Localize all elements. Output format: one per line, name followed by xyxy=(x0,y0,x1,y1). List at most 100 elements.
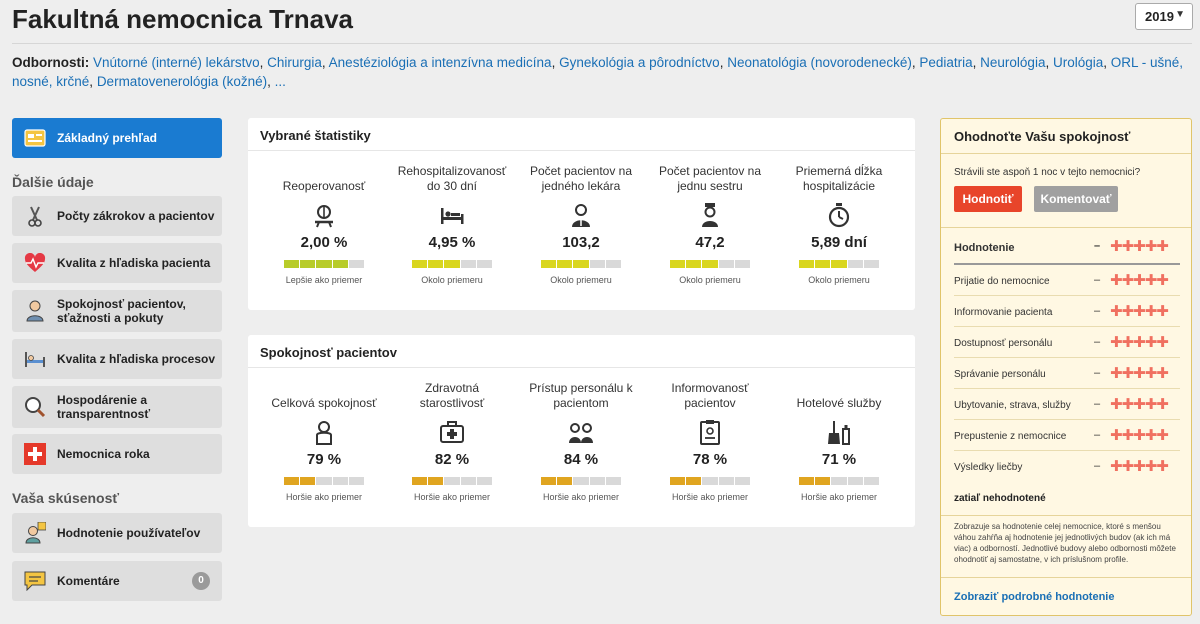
progress-segment xyxy=(686,260,702,268)
rating-dash: – xyxy=(1094,429,1101,441)
rating-dash: – xyxy=(1094,305,1101,317)
page-title: Fakultná nemocnica Trnava xyxy=(12,4,354,34)
progress-segment xyxy=(573,260,589,268)
progress-segment xyxy=(799,477,815,485)
progress-segment xyxy=(589,260,605,268)
progress-segment xyxy=(428,477,444,485)
stat-compare: Lepšie ako priemer xyxy=(285,275,363,285)
progress-segment xyxy=(734,260,751,268)
rating-dash: – xyxy=(1094,398,1101,410)
magnifier-icon xyxy=(24,396,46,418)
stat-compare: Horšie ako priemer xyxy=(542,492,620,502)
stat-value: 4,95 % xyxy=(428,234,476,251)
sidebar-item-economy[interactable]: Hospodárenie a transparentnosť xyxy=(12,386,222,428)
rating-crosses: ✚✚✚✚✚ xyxy=(1110,334,1169,351)
section-more-data: Ďalšie údaje xyxy=(12,174,94,190)
sidebar-item-user-ratings[interactable]: Hodnotenie používateľov xyxy=(12,513,222,553)
specialty-link[interactable]: Vnútorné (interné) lekárstvo xyxy=(93,55,260,70)
specialty-link[interactable]: Pediatria xyxy=(919,55,973,70)
progress-segment xyxy=(460,477,476,485)
progress-segment xyxy=(589,477,605,485)
rating-note: Zobrazuje sa hodnotenie celej nemocnice,… xyxy=(954,522,1176,564)
sidebar-item-label: Kvalita z hľadiska pacienta xyxy=(57,256,211,270)
progress-segment xyxy=(863,477,880,485)
rate-button[interactable]: Hodnotiť xyxy=(954,186,1022,212)
rating-row: Výsledky liečby – ✚✚✚✚✚ xyxy=(954,451,1180,482)
specialty-link[interactable]: Anestéziológia a intenzívna medicína xyxy=(328,55,552,70)
stat-compare: Horšie ako priemer xyxy=(800,492,878,502)
specialties-more-link[interactable]: ... xyxy=(274,74,286,89)
specialty-link[interactable]: Gynekológia a pôrodníctvo xyxy=(559,55,720,70)
sidebar-item-process-quality[interactable]: Kvalita z hľadiska procesov xyxy=(12,339,222,379)
progress-segment xyxy=(476,260,493,268)
progress-segment xyxy=(428,260,444,268)
sidebar-item-overview[interactable]: Základný prehľad xyxy=(12,118,222,158)
red-cross-icon xyxy=(24,443,46,465)
stat-compare: Horšie ako priemer xyxy=(285,492,363,502)
stat-compare: Horšie ako priemer xyxy=(413,492,491,502)
user-star-icon xyxy=(24,522,46,544)
rating-header-row: Hodnotenie – ✚✚✚✚✚ xyxy=(954,231,1180,265)
year-select[interactable]: 2019 ▼ xyxy=(1135,3,1193,30)
rating-not-yet: zatiaľ nehodnotené xyxy=(954,493,1046,504)
specialty-link[interactable]: Chirurgia xyxy=(267,55,322,70)
stat-hospitalization-length: Priemerná dĺžka hospitalizácie 5,89 dní … xyxy=(785,162,893,285)
progress-segment xyxy=(799,260,815,268)
sidebar-item-comments[interactable]: Komentáre 0 xyxy=(12,561,222,601)
specialties-label: Odbornosti: xyxy=(12,55,90,70)
progress-segment xyxy=(847,477,863,485)
rating-crosses: ✚✚✚✚✚ xyxy=(1110,365,1169,382)
sidebar-item-satisfaction[interactable]: Spokojnosť pacientov, sťažnosti a pokuty xyxy=(12,290,222,332)
sidebar-item-label: Počty zákrokov a pacientov xyxy=(57,209,215,223)
progress-segment xyxy=(573,477,589,485)
sidebar-item-patient-quality[interactable]: Kvalita z hľadiska pacienta xyxy=(12,243,222,283)
specialty-link[interactable]: Urológia xyxy=(1052,55,1104,70)
stat-reoperation: Reoperovanosť 2,00 % Lepšie ako priemer xyxy=(270,162,378,285)
specialty-link[interactable]: Dermatovenerológia (kožné) xyxy=(96,74,268,89)
specialty-link[interactable]: ORL - ušné, nosné, krčné xyxy=(12,55,1184,89)
stat-patients-per-doctor: Počet pacientov na jedného lekára 103,2 … xyxy=(527,162,635,285)
card-divider xyxy=(248,367,915,368)
stat-label: Hotelové služby xyxy=(796,396,882,410)
comment-icon xyxy=(24,570,46,592)
comment-button[interactable]: Komentovať xyxy=(1034,186,1118,212)
progress-segment xyxy=(831,260,847,268)
stat-value: 79 % xyxy=(306,451,342,468)
progress-segment xyxy=(815,260,831,268)
stat-value: 71 % xyxy=(821,451,857,468)
rating-crosses: ✚✚✚✚✚ xyxy=(1110,238,1169,255)
satisfaction-title: Spokojnosť pacientov xyxy=(260,345,397,360)
rating-row-label: Prijatie do nemocnice xyxy=(954,276,1050,287)
specialty-link[interactable]: Neurológia xyxy=(980,55,1046,70)
detailed-rating-link[interactable]: Zobraziť podrobné hodnotenie xyxy=(954,591,1115,603)
rating-question: Strávili ste aspoň 1 noc v tejto nemocni… xyxy=(954,167,1141,178)
stat-label: Reoperovanosť xyxy=(282,179,366,193)
bed-icon xyxy=(439,202,465,228)
progress-segment xyxy=(670,260,686,268)
progress-segment xyxy=(412,260,428,268)
rating-row-label: Ubytovanie, strava, služby xyxy=(954,400,1071,411)
stat-compare: Okolo priemeru xyxy=(679,275,741,285)
stat-progress-bar xyxy=(284,260,365,268)
sidebar-item-procedures[interactable]: Počty zákrokov a pacientov xyxy=(12,196,222,236)
progress-segment xyxy=(605,260,622,268)
progress-segment xyxy=(300,260,316,268)
stat-label: Počet pacientov na jednu sestru xyxy=(658,164,762,193)
stat-label: Informovanosť pacientov xyxy=(671,381,749,410)
rating-divider xyxy=(941,153,1191,154)
rating-row: Dostupnosť personálu – ✚✚✚✚✚ xyxy=(954,327,1180,358)
rating-panel: Ohodnoťte Vašu spokojnosť Strávili ste a… xyxy=(940,118,1192,616)
specialty-link[interactable]: Neonatológia (novorodenecké) xyxy=(727,55,912,70)
scissors-icon xyxy=(24,205,46,227)
stat-value: 82 % xyxy=(434,451,470,468)
sidebar-item-hospital-of-year[interactable]: Nemocnica roka xyxy=(12,434,222,474)
stat-label: Zdravotná starostlivosť xyxy=(419,381,485,410)
progress-segment xyxy=(734,477,751,485)
progress-segment xyxy=(316,260,332,268)
progress-segment xyxy=(702,477,718,485)
stat-progress-bar xyxy=(412,260,493,268)
clipboard-icon xyxy=(697,419,723,445)
progress-segment xyxy=(605,477,622,485)
rating-divider xyxy=(941,227,1191,228)
rating-dash: – xyxy=(1094,367,1101,379)
